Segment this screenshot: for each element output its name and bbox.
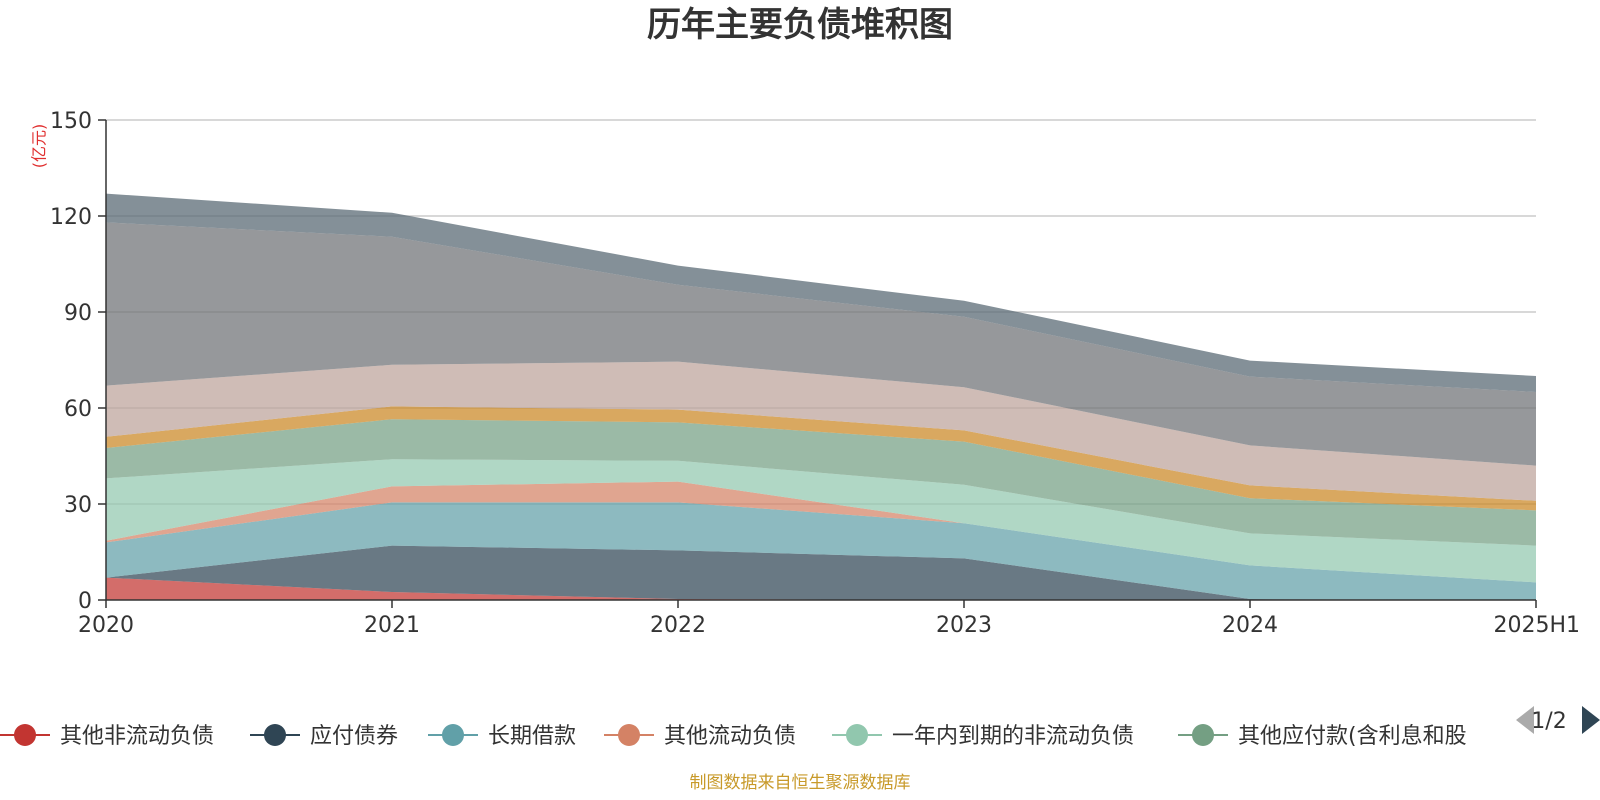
legend-dot-icon (264, 724, 286, 746)
legend-label: 应付债券 (310, 724, 398, 749)
legend-dot-icon (14, 724, 36, 746)
x-tick-label: 2024 (1222, 613, 1278, 638)
legend-item[interactable]: 其他应付款(含利息和股 (1178, 724, 1467, 749)
data-source-note: 制图数据来自恒生聚源数据库 (690, 773, 911, 793)
y-tick-label: 150 (50, 109, 92, 134)
area-series-7 (106, 406, 1536, 511)
area-series (106, 193, 1536, 600)
y-tick-label: 30 (64, 493, 92, 518)
y-tick-label: 60 (64, 397, 92, 422)
legend-dot-icon (618, 724, 640, 746)
legend-item[interactable]: 一年内到期的非流动负债 (832, 724, 1134, 749)
chart-title: 历年主要负债堆积图 (647, 5, 953, 45)
legend-label: 长期借款 (488, 724, 576, 749)
x-tick-label: 2022 (650, 613, 706, 638)
legend-dot-icon (442, 724, 464, 746)
area-series-5 (106, 459, 1536, 583)
legend-prev-icon[interactable] (1516, 706, 1534, 734)
legend: 其他非流动负债 应付债券 长期借款 其他流动负债 一年内到期的非流动负债 其他应付款(含利… (0, 724, 1467, 749)
area-series-9 (106, 222, 1536, 466)
area-series-2 (106, 545, 1536, 600)
legend-label: 其他应付款(含利息和股 (1238, 724, 1467, 749)
y-axis-unit: (亿元) (30, 124, 49, 169)
legend-dot-icon (1192, 724, 1214, 746)
x-tick-label: 2021 (364, 613, 420, 638)
legend-page-indicator: 1/2 (1531, 709, 1566, 734)
x-tick-label: 2025H1 (1493, 613, 1580, 638)
legend-dot-icon (846, 724, 868, 746)
area-series-8 (106, 361, 1536, 501)
legend-label: 一年内到期的非流动负债 (892, 724, 1134, 749)
y-tick-label: 0 (78, 589, 92, 614)
legend-label: 其他非流动负债 (60, 724, 214, 749)
legend-item[interactable]: 其他流动负债 (604, 724, 796, 749)
area-series-3 (106, 502, 1536, 600)
legend-item[interactable]: 其他非流动负债 (0, 724, 214, 749)
x-tick-label: 2023 (936, 613, 992, 638)
x-tick-label: 2020 (78, 613, 134, 638)
y-tick-label: 120 (50, 205, 92, 230)
legend-item[interactable]: 应付债券 (250, 724, 398, 749)
area-series-1 (106, 577, 1536, 600)
legend-item[interactable]: 长期借款 (428, 724, 576, 749)
area-series-10 (106, 193, 1536, 392)
y-tick-label: 90 (64, 301, 92, 326)
legend-label: 其他流动负债 (664, 724, 796, 749)
area-series-6 (106, 419, 1536, 546)
axes: 0 30 60 90 120 150 2020 2021 2022 2023 2024 2025H1 (50, 109, 1580, 638)
legend-pager: 1/2 (1516, 706, 1600, 734)
legend-next-icon[interactable] (1582, 706, 1600, 734)
